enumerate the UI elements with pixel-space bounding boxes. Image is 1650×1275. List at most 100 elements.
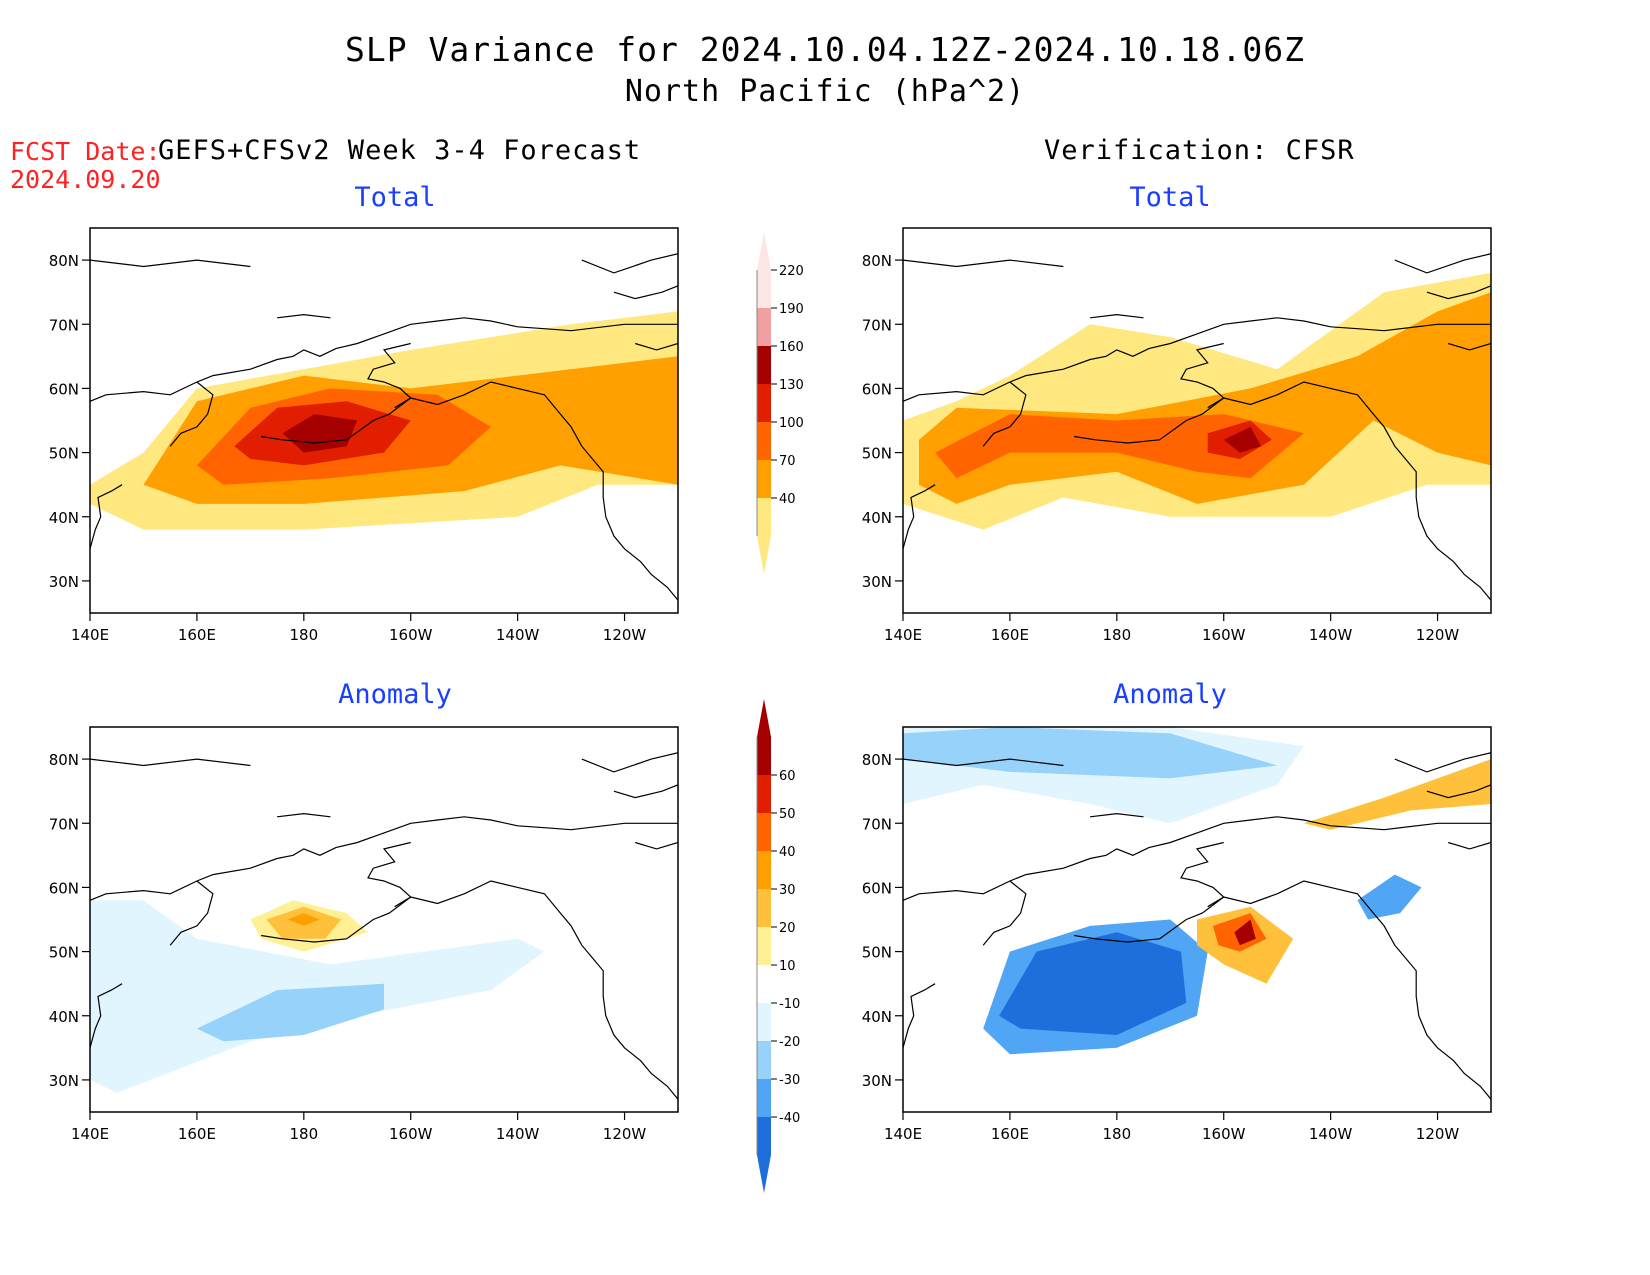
contour-fields <box>903 727 1491 1112</box>
coastline <box>613 784 678 799</box>
map-frame <box>89 726 679 1113</box>
colorbar-label: 30 <box>779 883 796 898</box>
coastline <box>277 812 331 818</box>
coastline <box>1448 841 1491 850</box>
panel-label-top-left: Total <box>354 182 436 213</box>
coastline <box>1448 342 1491 351</box>
colorbar-label: 160 <box>779 340 804 355</box>
lon-tick-label: 160W <box>389 626 433 644</box>
colorbar-swatch <box>757 498 771 536</box>
coastline <box>90 484 123 549</box>
contour-region-30 <box>287 913 320 926</box>
coastline <box>90 758 251 767</box>
lat-tick-label: 60N <box>49 879 79 897</box>
colorbar-swatch <box>757 813 771 851</box>
lat-tick-label: 60N <box>862 879 892 897</box>
forecast-date: FCST Date: 2024.09.20 <box>10 138 161 194</box>
lat-tick-label: 30N <box>49 1072 79 1090</box>
contour-region-160 <box>1223 426 1262 453</box>
lat-tick-label: 30N <box>862 573 892 591</box>
figure-title-line2: North Pacific (hPa^2) <box>624 74 1026 109</box>
contour-fields <box>90 727 678 1112</box>
forecast-heading: GEFS+CFSv2 Week 3-4 Forecast <box>158 135 642 166</box>
coastline <box>169 381 214 447</box>
colorbar-label: 50 <box>779 807 796 822</box>
colorbar-label: 100 <box>779 416 804 431</box>
lon-tick-label: 140E <box>71 626 109 644</box>
coastline <box>90 317 678 402</box>
colorbar-swatch <box>757 346 771 384</box>
colorbar-swatch <box>757 1079 771 1117</box>
lon-tick-label: 140W <box>496 1125 540 1143</box>
coastline <box>982 381 1027 447</box>
lat-tick-label: 40N <box>49 1008 79 1026</box>
contour-region-160 <box>282 414 358 453</box>
colorbar-label: 40 <box>779 845 796 860</box>
contour-fields <box>903 228 1491 613</box>
lon-tick-label: 140E <box>884 626 922 644</box>
colorbar-swatch <box>757 270 771 308</box>
panel-label-top-right: Total <box>1129 182 1211 213</box>
colorbar-label: 20 <box>779 921 796 936</box>
lon-tick-label: 140W <box>496 626 540 644</box>
coastline <box>367 841 412 908</box>
colorbar-swatch <box>757 422 771 460</box>
lon-tick-label: 180 <box>289 626 318 644</box>
coastline <box>410 880 678 1100</box>
colorbar-swatch <box>757 1041 771 1079</box>
coastline <box>581 752 678 773</box>
coastline <box>1074 397 1225 444</box>
coastlines <box>903 752 1491 1100</box>
lon-tick-label: 160W <box>1202 1125 1246 1143</box>
map-frame <box>89 227 679 614</box>
coastline <box>903 259 1064 268</box>
coastline <box>635 841 678 850</box>
lat-tick-label: 60N <box>49 380 79 398</box>
lon-tick-label: 160E <box>178 626 216 644</box>
colorbar-label: 60 <box>779 769 796 784</box>
colorbar-swatch <box>757 927 771 965</box>
colorbar-arrow-bottom <box>757 1155 771 1193</box>
colorbar-arrow-top <box>757 699 771 737</box>
coastlines <box>90 253 678 601</box>
coastline <box>367 342 412 409</box>
panel-label-bottom-left: Anomaly <box>338 679 452 710</box>
coastline <box>903 758 1064 767</box>
colorbar-swatch <box>757 775 771 813</box>
lon-tick-label: 160E <box>991 1125 1029 1143</box>
colorbar-label: 10 <box>779 959 796 974</box>
lat-tick-label: 40N <box>862 509 892 527</box>
coastline <box>90 816 678 901</box>
coastlines <box>903 253 1491 601</box>
colorbar-label: -30 <box>779 1073 800 1088</box>
colorbar-swatch <box>757 1003 771 1041</box>
contour-region--40 <box>999 932 1187 1035</box>
lon-tick-label: 120W <box>1416 1125 1460 1143</box>
coastline <box>1090 812 1144 818</box>
colorbar-arrow-bottom <box>757 536 771 574</box>
coastline <box>1394 752 1491 773</box>
colorbar-swatch <box>757 851 771 889</box>
lon-tick-label: 180 <box>1102 626 1131 644</box>
lat-tick-label: 70N <box>49 316 79 334</box>
coastline <box>1426 784 1491 799</box>
panel-label-bottom-right: Anomaly <box>1113 679 1227 710</box>
map-frame <box>902 227 1492 614</box>
lat-tick-label: 70N <box>862 316 892 334</box>
forecast-date-label: FCST Date: <box>10 137 161 166</box>
contour-region--30 <box>1357 874 1422 920</box>
contour-region-60 <box>1234 919 1256 946</box>
coastline <box>1223 381 1491 601</box>
lat-tick-label: 30N <box>49 573 79 591</box>
coastline <box>1074 896 1225 943</box>
coastline <box>903 317 1491 402</box>
lon-tick-label: 140W <box>1309 626 1353 644</box>
lon-tick-label: 160E <box>178 1125 216 1143</box>
coastline <box>90 259 251 268</box>
lon-tick-label: 140E <box>71 1125 109 1143</box>
lat-tick-label: 50N <box>49 445 79 463</box>
colorbar-label: -40 <box>779 1111 800 1126</box>
coastline <box>613 285 678 300</box>
coastline <box>261 896 412 943</box>
